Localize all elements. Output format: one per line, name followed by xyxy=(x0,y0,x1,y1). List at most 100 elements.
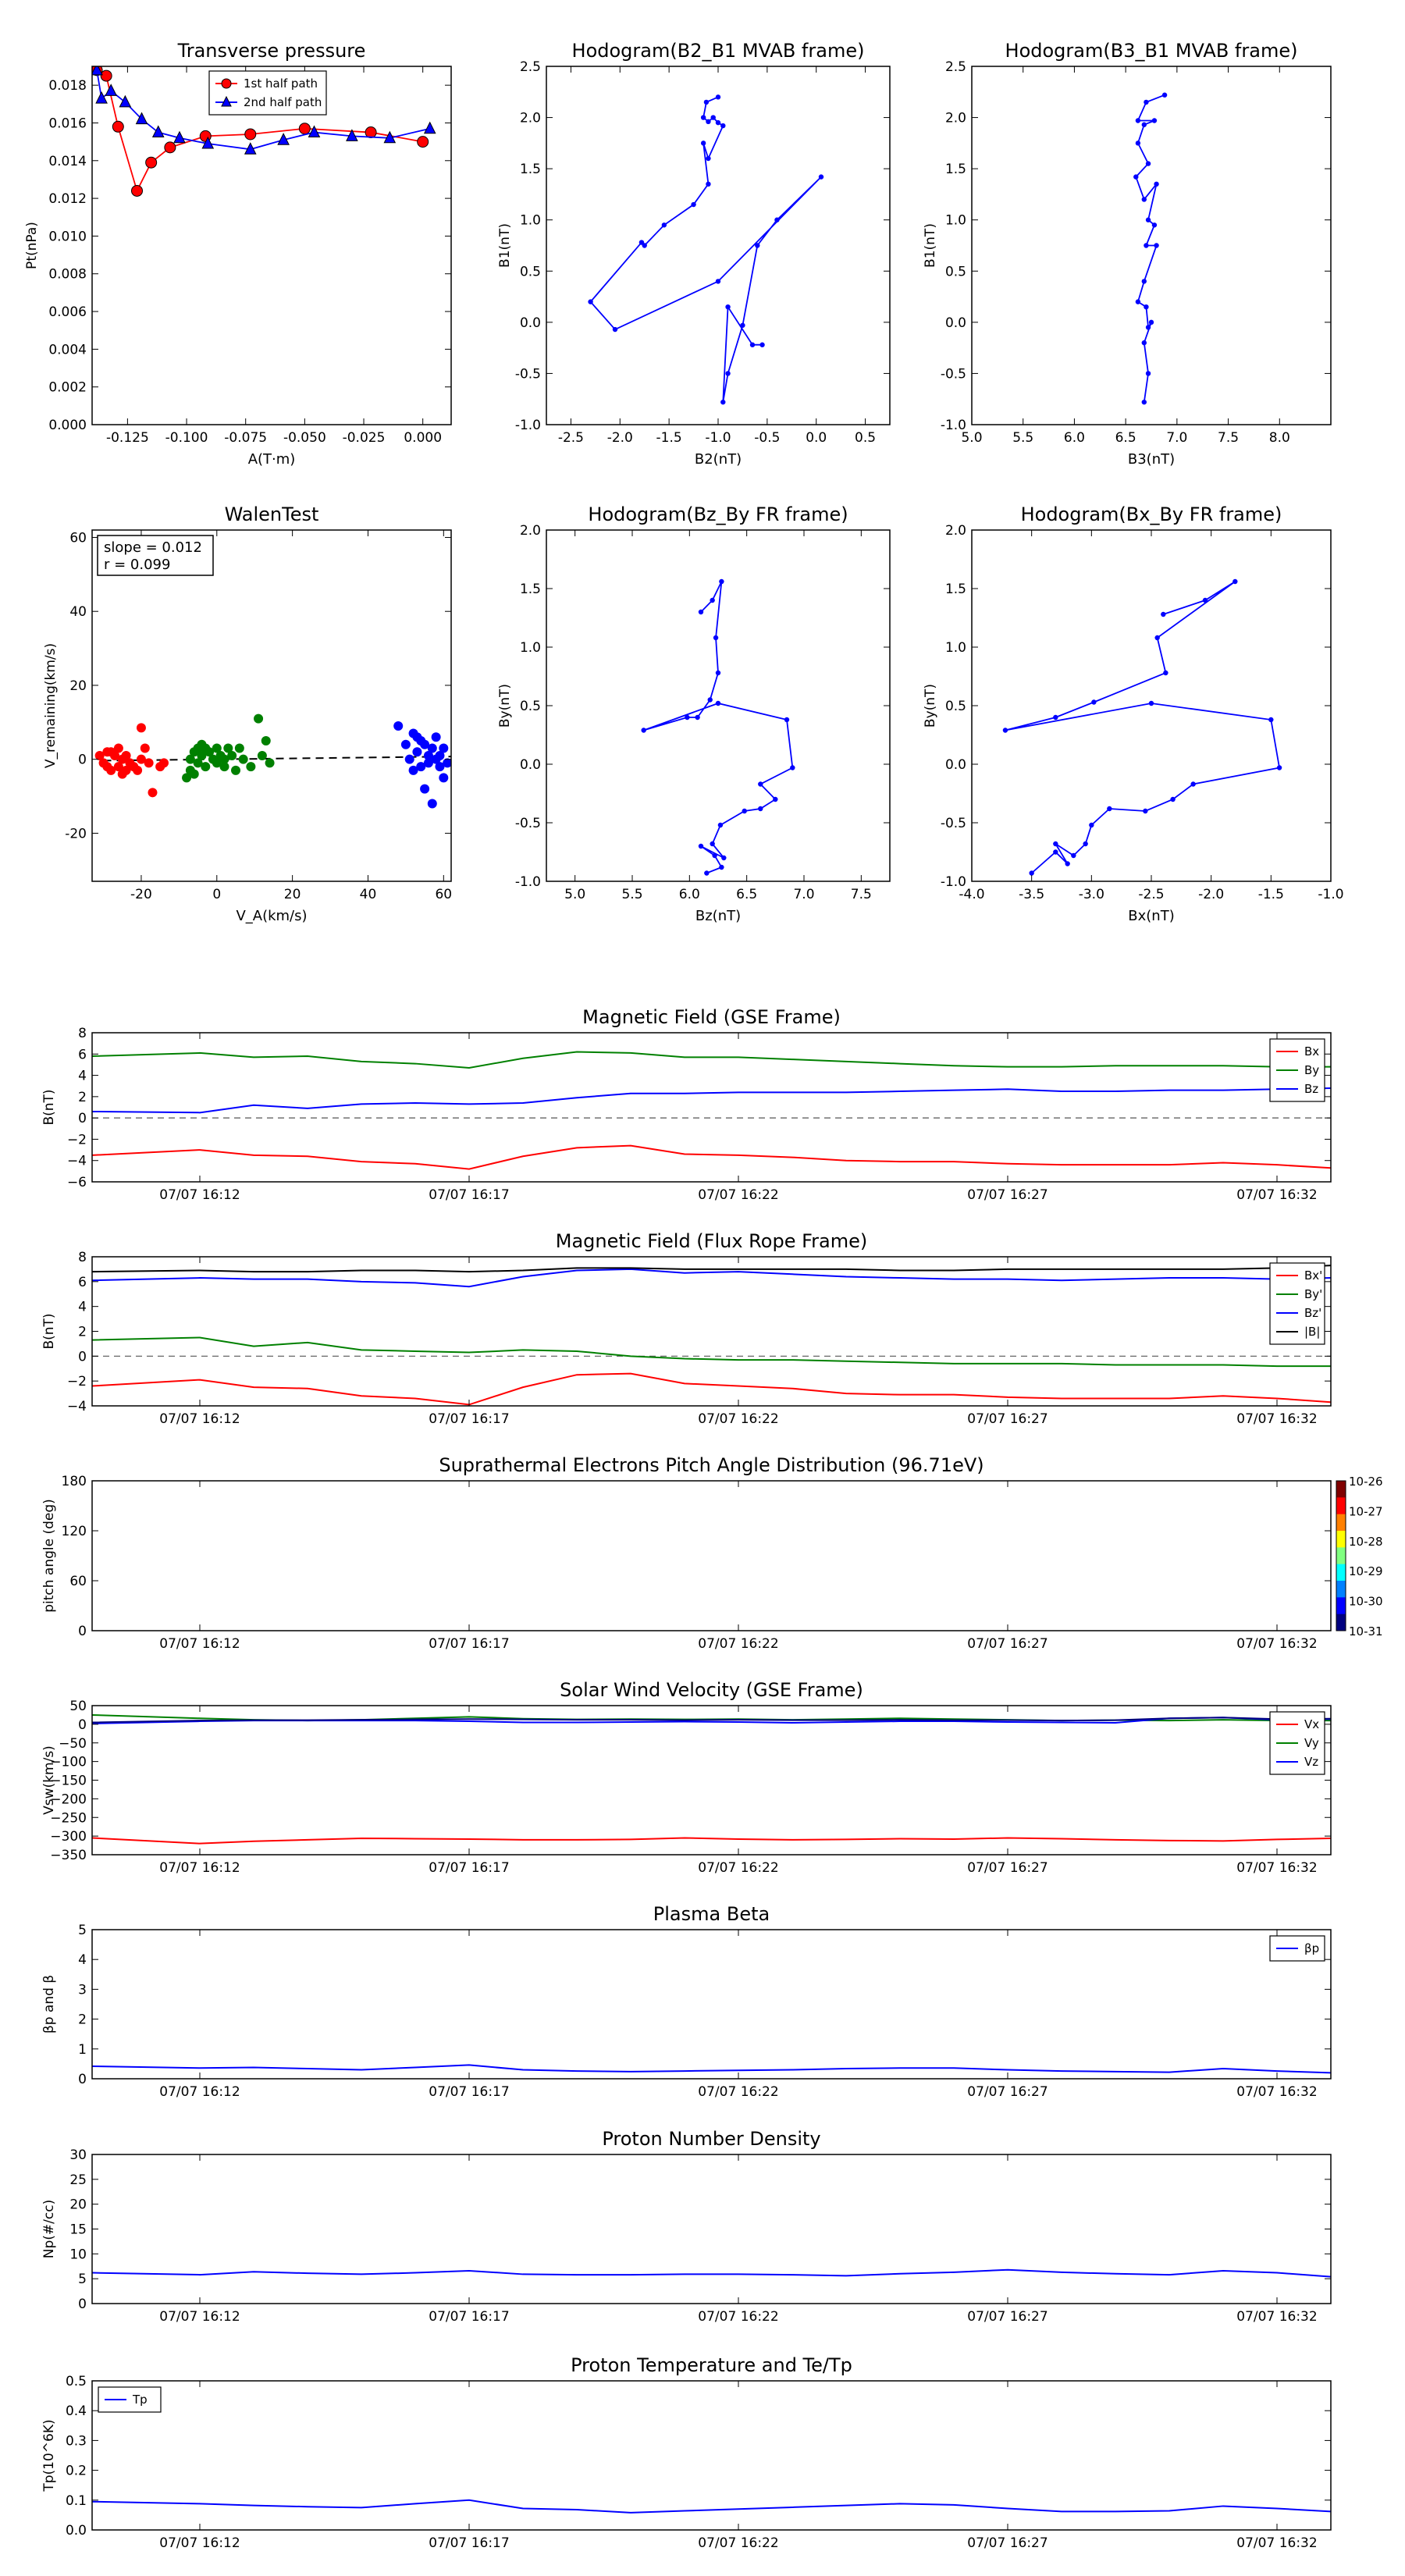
data-point xyxy=(717,822,724,828)
chart-4: Hodogram(Bz_By FR frame) 5.0 5.5 6.0 6.5 7.0 7… xyxy=(497,503,891,924)
data-point xyxy=(638,240,645,245)
data-point xyxy=(790,765,795,770)
legend-box xyxy=(1269,1262,1325,1345)
series-0 xyxy=(94,723,169,798)
scatter-point xyxy=(205,747,215,757)
scatter-point xyxy=(133,765,143,775)
y-axis-label: B1(nT) xyxy=(497,223,513,268)
chart-title: Hodogram(Bx_By FR frame) xyxy=(1021,503,1282,525)
x-tick-label: 07/07 16:22 xyxy=(698,2309,778,2325)
scatter-point xyxy=(420,739,430,749)
data-point xyxy=(1144,243,1149,248)
y-tick-label: 6 xyxy=(78,1275,87,1290)
scatter-point xyxy=(257,750,267,760)
x-tick-label: -1.0 xyxy=(1318,887,1343,902)
y-tick-label: 20 xyxy=(69,2197,87,2213)
series-line xyxy=(643,581,794,874)
x-tick-label: -1.5 xyxy=(1258,887,1284,902)
x-tick-label: 0.0 xyxy=(806,430,827,446)
data-point xyxy=(1029,870,1034,876)
legend-label: By' xyxy=(1304,1287,1322,1301)
legend-label: Tp xyxy=(132,2393,148,2407)
series-0 xyxy=(588,94,824,405)
data-point xyxy=(1053,841,1058,847)
data-point xyxy=(721,855,727,861)
data-point xyxy=(1053,714,1058,720)
scatter-point xyxy=(423,758,433,768)
y-tick-label: 50 xyxy=(69,1699,87,1714)
data-point xyxy=(706,119,711,125)
series-line xyxy=(92,1372,1331,1406)
x-tick-label: 0.000 xyxy=(404,430,442,446)
plot-frame xyxy=(91,1032,1332,1183)
data-point xyxy=(715,119,721,126)
x-tick-label: 07/07 16:32 xyxy=(1236,1860,1317,1876)
x-tick-label: 07/07 16:17 xyxy=(429,1411,509,1427)
y-tick-label: 6 xyxy=(78,1047,87,1062)
series-line xyxy=(92,1144,1331,1170)
x-tick-label: 07/07 16:27 xyxy=(967,1860,1048,1876)
y-tick-label: 2 xyxy=(78,1090,87,1105)
colorbar-frame xyxy=(1336,1480,1346,1631)
y-axis-label: B(nT) xyxy=(41,1089,57,1125)
fit-line xyxy=(103,756,452,762)
data-point xyxy=(706,155,711,162)
y-tick-label: 4 xyxy=(78,1069,87,1084)
x-tick-label: 07/07 16:27 xyxy=(967,2084,1048,2100)
scatter-point xyxy=(136,723,146,733)
y-tick-label: -0.5 xyxy=(941,366,966,382)
data-point xyxy=(1107,806,1112,812)
data-point xyxy=(700,141,706,146)
chart-title: WalenTest xyxy=(225,503,319,525)
annotation-text: r = 0.099 xyxy=(104,557,170,573)
y-axis-label: By(nT) xyxy=(923,684,938,728)
annotation-text: slope = 0.012 xyxy=(104,539,202,556)
x-tick-label: 8.0 xyxy=(1269,430,1290,446)
x-tick-label: 5.0 xyxy=(961,430,982,446)
data-point xyxy=(1145,217,1151,222)
y-tick-label: −250 xyxy=(50,1810,87,1826)
series-3 xyxy=(92,1717,1331,1724)
x-tick-label: 0 xyxy=(212,887,221,902)
chart-8: Suprathermal Electrons Pitch Angle Distr… xyxy=(41,1454,1383,1652)
annotation-box xyxy=(97,535,214,576)
data-point xyxy=(710,597,715,603)
y-tick-label: 0.0 xyxy=(945,757,966,773)
series-2 xyxy=(92,1268,1331,1288)
data-point xyxy=(1232,578,1238,585)
data-point xyxy=(725,371,731,376)
series-line xyxy=(92,1051,1331,1069)
data-point xyxy=(135,112,148,125)
y-tick-label: 60 xyxy=(69,530,87,546)
legend-label: Bz xyxy=(1304,1082,1318,1096)
x-axis-label: B2(nT) xyxy=(695,451,742,468)
scatter-point xyxy=(431,732,441,742)
data-point xyxy=(92,66,103,76)
x-tick-label: 07/07 16:12 xyxy=(159,1411,240,1427)
y-tick-label: 60 xyxy=(69,1574,87,1589)
y-tick-label: 8 xyxy=(78,1026,87,1041)
plot-frame xyxy=(546,66,891,425)
y-tick-label: 2.0 xyxy=(945,111,966,126)
y-tick-label: -0.5 xyxy=(941,816,966,831)
legend-label: Vx xyxy=(1304,1717,1319,1731)
y-tick-label: 15 xyxy=(69,2222,87,2238)
legend-label: Bz' xyxy=(1304,1306,1321,1320)
chart-3: WalenTest -20 0 20 40 60 -20 0 20 40 60 V_A(km/s) V_… xyxy=(43,503,452,924)
data-point xyxy=(1141,197,1147,202)
scatter-point xyxy=(439,743,449,753)
scatter-point xyxy=(231,765,240,775)
chart-1: Hodogram(B2_B1 MVAB frame) -2.5 -2.0 -1.5 -1… xyxy=(497,40,891,468)
y-tick-label: 0.008 xyxy=(48,267,87,283)
x-tick-label: -1.5 xyxy=(656,430,682,446)
data-point xyxy=(1143,808,1148,814)
series-line xyxy=(92,1336,1331,1368)
y-tick-label: −50 xyxy=(59,1736,87,1752)
legend-label: 2nd half path xyxy=(244,95,322,109)
scatter-point xyxy=(427,799,437,809)
x-tick-label: 6.5 xyxy=(1115,430,1136,446)
data-point xyxy=(698,843,704,849)
x-tick-label: 5.5 xyxy=(621,887,642,902)
data-point xyxy=(383,130,397,144)
plot-frame xyxy=(91,2380,1332,2531)
